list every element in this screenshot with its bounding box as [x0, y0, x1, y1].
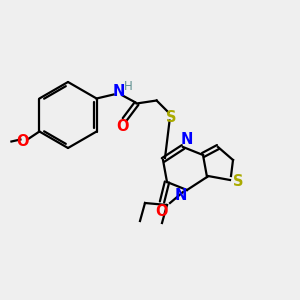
Text: N: N — [181, 133, 193, 148]
Text: O: O — [16, 134, 29, 149]
Text: S: S — [166, 110, 177, 125]
Text: H: H — [124, 80, 133, 93]
Text: O: O — [116, 119, 129, 134]
Text: N: N — [112, 84, 125, 99]
Text: N: N — [175, 188, 187, 203]
Text: S: S — [233, 175, 243, 190]
Text: O: O — [156, 203, 168, 218]
